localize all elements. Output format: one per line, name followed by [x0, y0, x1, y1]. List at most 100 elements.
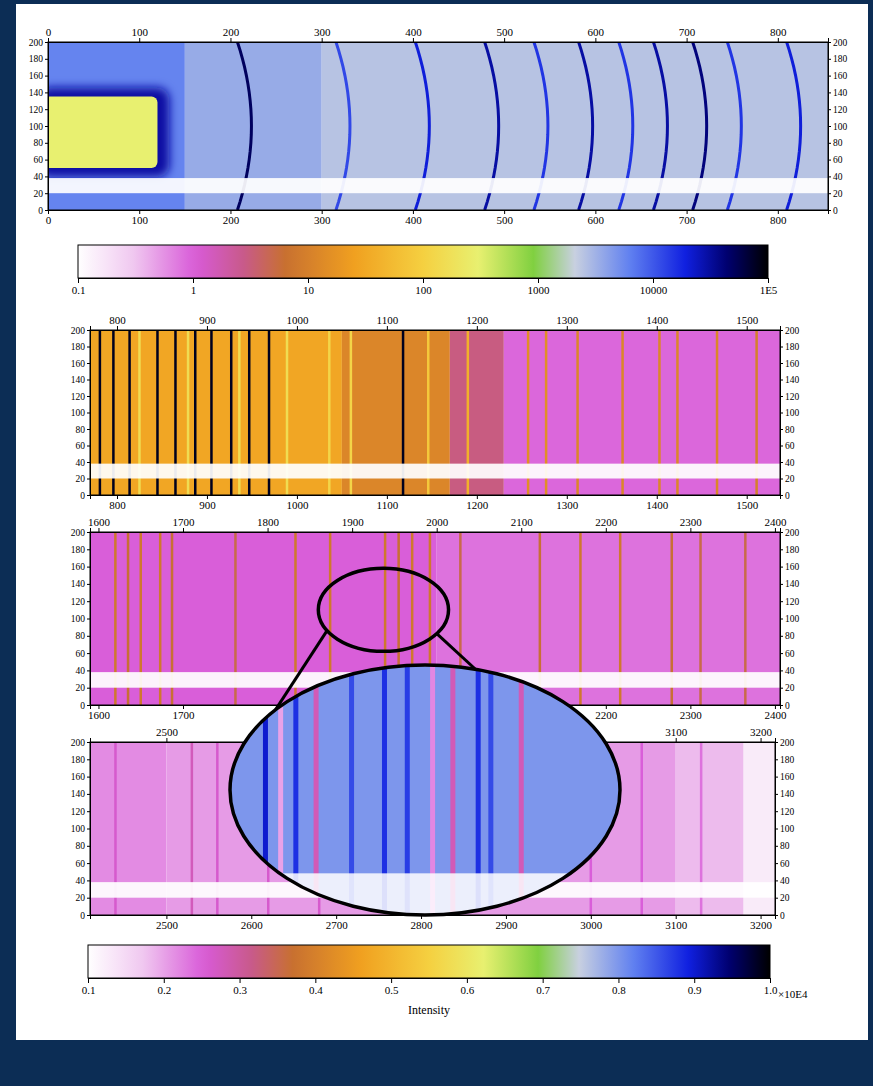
tick: 200 [29, 38, 48, 48]
tick: 0 [80, 491, 90, 501]
tick: 60 [76, 649, 91, 659]
tick: 900 [199, 314, 216, 330]
tick: 1100 [377, 495, 399, 511]
tick: 1000 [528, 278, 551, 296]
tick-mark [775, 846, 778, 847]
tick-label: 0.7 [536, 984, 550, 996]
tick: 180 [71, 342, 90, 352]
tick: 0.8 [612, 978, 626, 996]
tick-mark [828, 109, 831, 110]
tick-label: 1500 [736, 499, 759, 511]
tick: 20 [775, 893, 790, 903]
tick-label: 40 [833, 172, 843, 182]
tick-label: 2500 [156, 726, 179, 738]
tick-label: 0.6 [461, 984, 475, 996]
tick-label: 100 [833, 122, 848, 132]
tick-label: 40 [780, 876, 790, 886]
tick: 0.3 [233, 978, 247, 996]
tick-label: 3100 [665, 919, 688, 931]
tick-mark [780, 495, 783, 496]
magnifier [318, 568, 448, 651]
tick: 1 [191, 278, 197, 296]
tick-label: 0 [38, 206, 43, 216]
tick-label: 900 [199, 499, 216, 511]
tick-mark [240, 978, 241, 983]
tick-label: 40 [34, 172, 44, 182]
tick-mark [775, 794, 778, 795]
tick-label: 20 [785, 683, 795, 693]
tick-mark [45, 42, 48, 43]
tick-label: 1700 [173, 709, 196, 721]
tick: 300 [314, 210, 331, 226]
tick-label: 200 [223, 26, 240, 38]
axis-line [91, 528, 781, 533]
tick-mark [780, 688, 783, 689]
panel: 8009001000110012001300140015008009001000… [71, 314, 800, 511]
tick: 1200 [466, 495, 489, 511]
tick-label: 40 [76, 458, 86, 468]
tick-mark [87, 549, 90, 550]
tick: 160 [775, 772, 795, 782]
tick-label: 500 [496, 214, 513, 226]
tick-mark [828, 42, 831, 43]
tick: 2900 [495, 915, 518, 931]
tick: 200 [71, 326, 90, 336]
tick: 100 [131, 26, 148, 42]
tick-label: 1900 [342, 516, 365, 528]
tick-label: 700 [679, 214, 696, 226]
tick-mark [828, 76, 831, 77]
tick-label: 1100 [377, 499, 399, 511]
tick-label: 160 [833, 71, 848, 81]
tick: 20 [76, 893, 91, 903]
tick-label: 60 [833, 155, 843, 165]
tick-mark [780, 619, 783, 620]
y-axis-right: 020406080100120140160180200 [780, 326, 800, 501]
tick: 2500 [156, 726, 179, 742]
tick-mark [775, 829, 778, 830]
tick: 60 [780, 441, 795, 451]
tick-mark [780, 567, 783, 568]
tick-mark [308, 278, 309, 283]
tick-mark [747, 326, 748, 330]
tick-mark [828, 143, 831, 144]
tick: 120 [71, 597, 90, 607]
tick-label: 1300 [556, 499, 579, 511]
tick: 2200 [595, 705, 618, 721]
tick-label: 80 [34, 138, 44, 148]
tick-mark [521, 528, 522, 532]
tick-label: 1000 [528, 284, 551, 296]
tick-mark [268, 528, 269, 532]
tick-label: 180 [833, 54, 848, 64]
tick-mark [538, 278, 539, 283]
tick: 1400 [646, 495, 669, 511]
tick: 140 [71, 375, 90, 385]
inset-line [278, 665, 283, 915]
tick-mark [87, 330, 90, 331]
tick-label: 40 [76, 876, 86, 886]
tick-label: 2800 [411, 919, 434, 931]
tick: 1500 [736, 314, 759, 330]
tick-label: 2300 [680, 516, 703, 528]
inset-plot-area [230, 665, 620, 917]
tick-label: 2200 [595, 709, 618, 721]
tick: 180 [828, 54, 848, 64]
tick-mark [780, 549, 783, 550]
tick: 160 [71, 562, 90, 572]
tick: 3000 [580, 915, 603, 931]
axis-line [49, 38, 829, 43]
tick-label: 2200 [595, 516, 618, 528]
axis-line [781, 331, 784, 496]
tick-mark [45, 126, 48, 127]
tick: 800 [770, 210, 787, 226]
tick-mark [164, 978, 165, 983]
tick-label: 2900 [495, 919, 518, 931]
tick-mark [606, 528, 607, 532]
tick: 120 [828, 105, 848, 115]
tick-label: 120 [780, 807, 795, 817]
tick: 1100 [377, 314, 399, 330]
axis-line [91, 496, 781, 500]
tick: 1200 [466, 314, 489, 330]
tick-label: 200 [71, 528, 86, 538]
tick-mark [543, 978, 544, 983]
tick-label: 1800 [257, 516, 280, 528]
